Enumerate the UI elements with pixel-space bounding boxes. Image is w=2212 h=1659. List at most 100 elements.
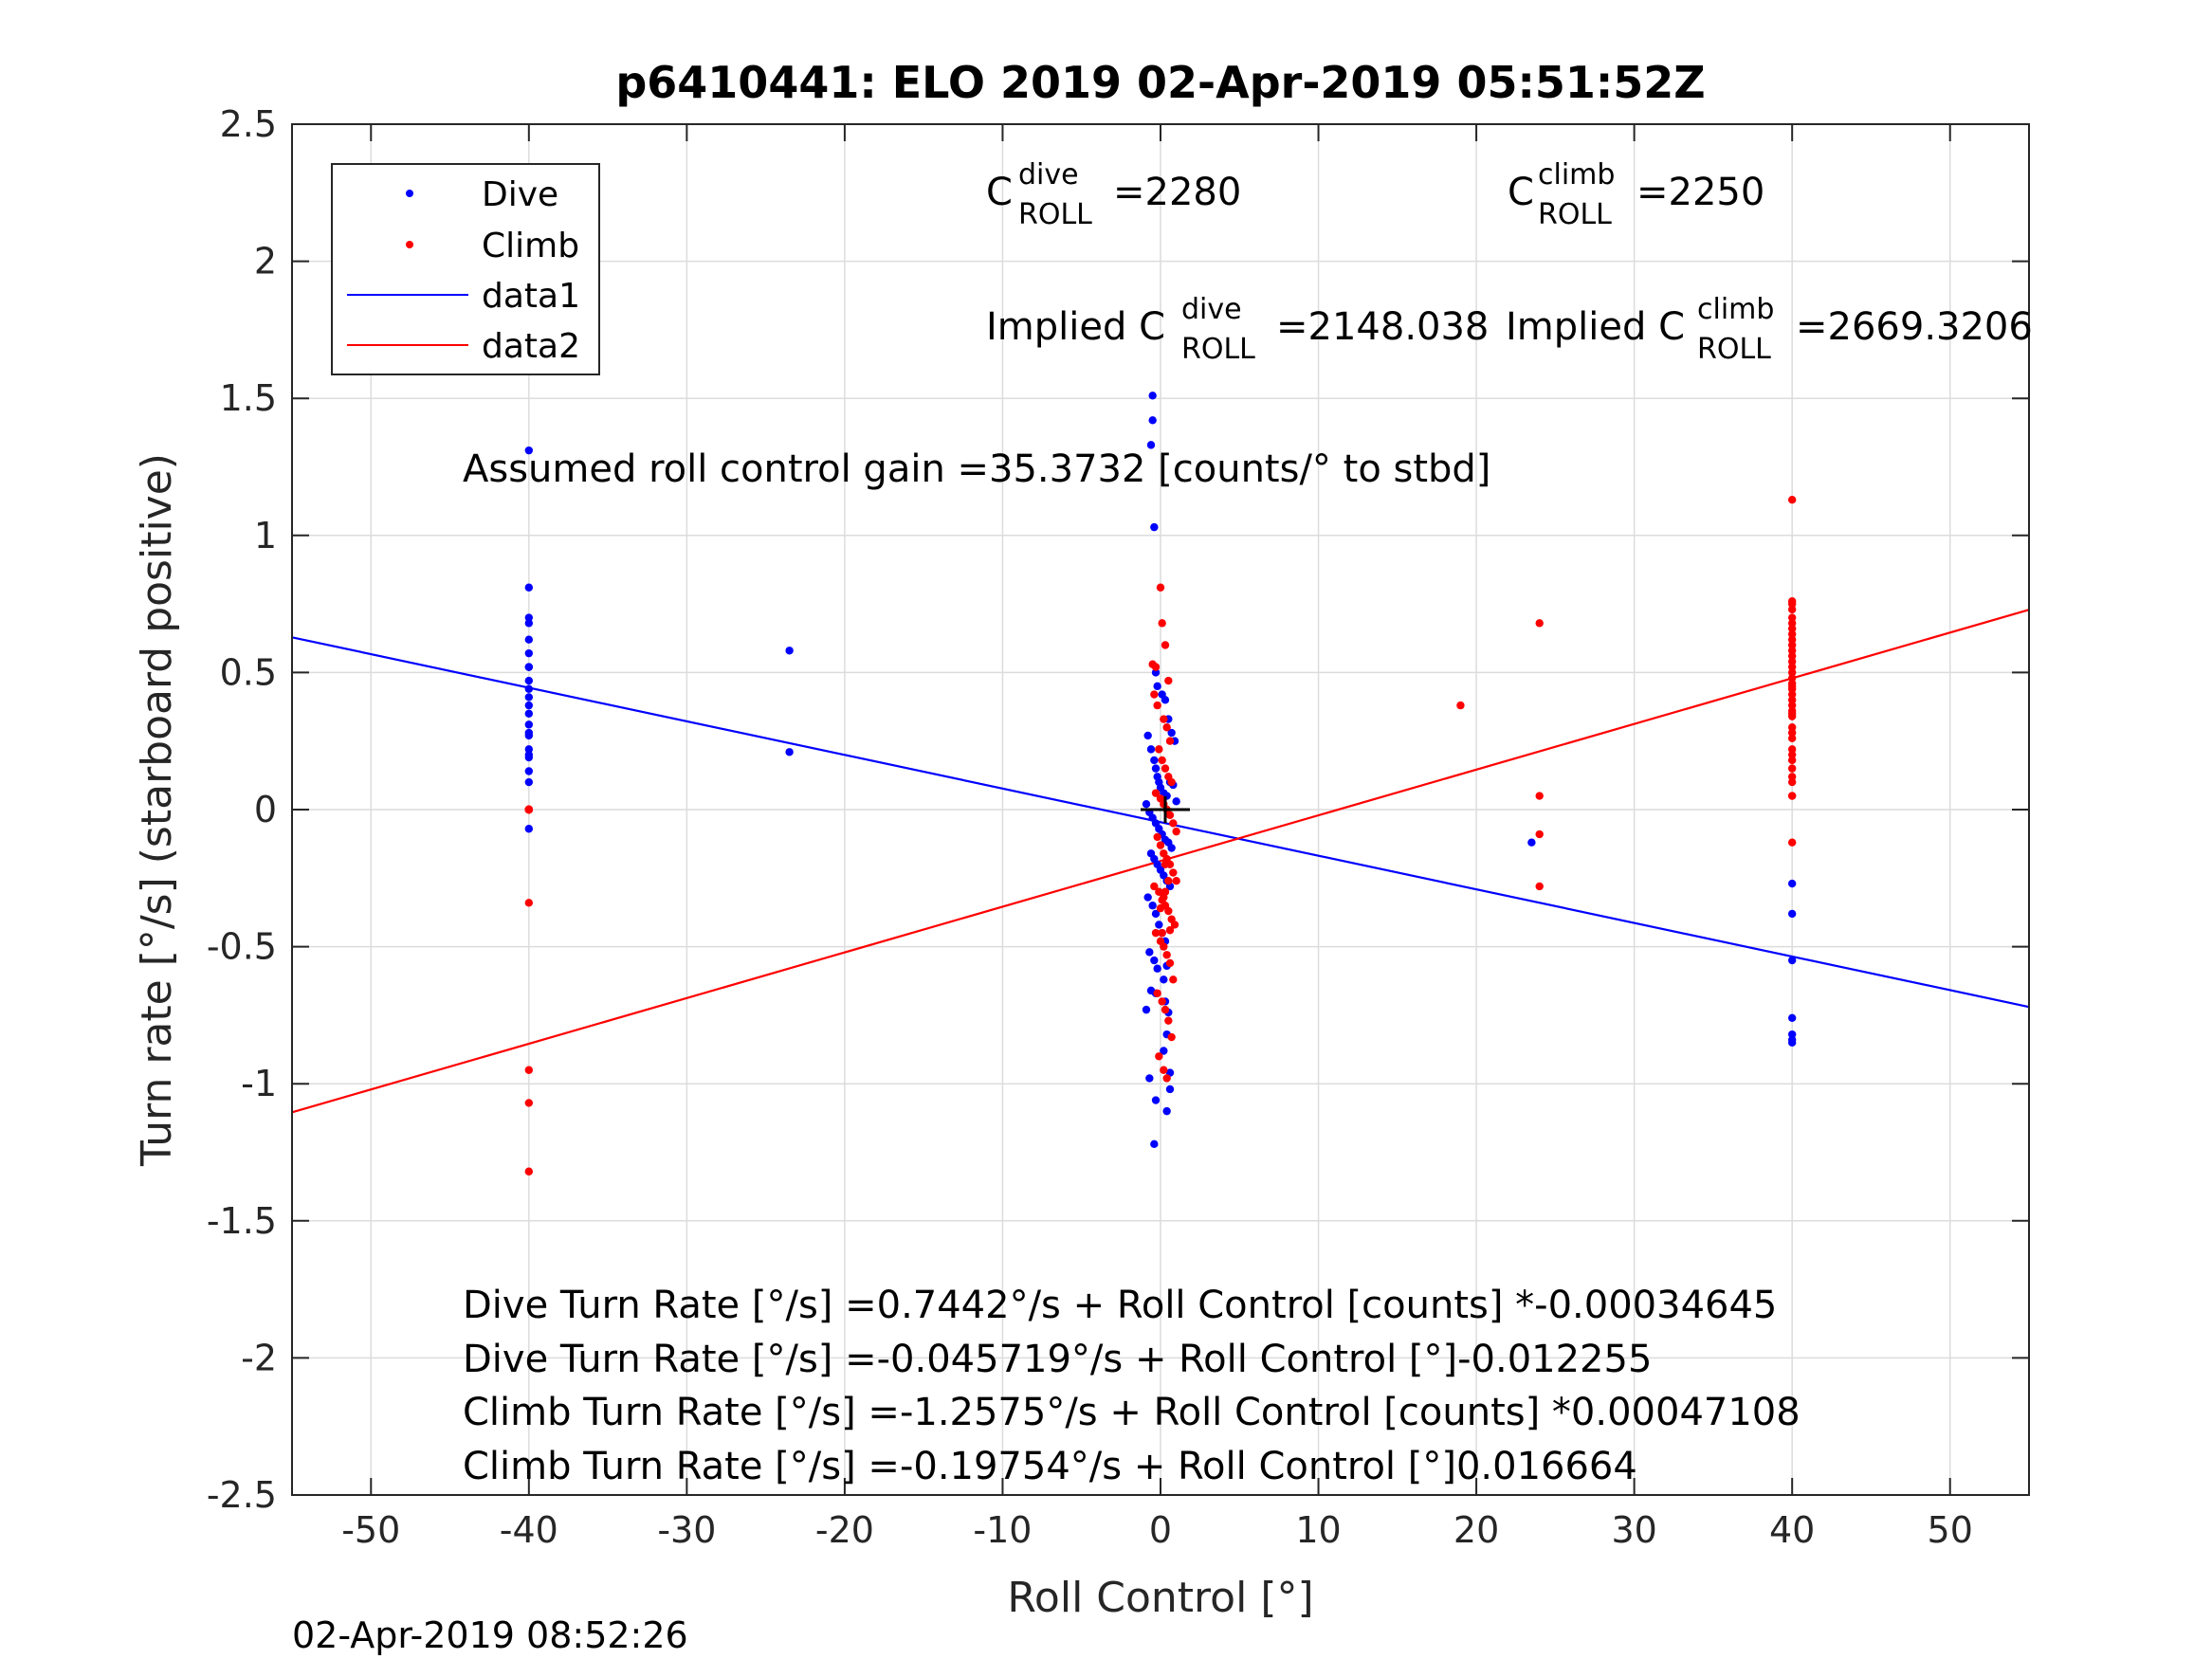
climb-point xyxy=(1787,663,1797,671)
y-tick-label: 2 xyxy=(254,241,277,283)
climb-point xyxy=(1162,951,1171,959)
climb-point xyxy=(1150,882,1159,891)
climb-point xyxy=(1787,651,1797,661)
climb-point xyxy=(1169,819,1178,828)
legend-dive-marker xyxy=(406,190,413,197)
dive-point xyxy=(524,613,534,622)
climb-point xyxy=(1787,619,1797,628)
dive-point xyxy=(1153,964,1161,973)
climb-point xyxy=(1164,906,1173,916)
climb-point xyxy=(524,805,534,814)
climb-point xyxy=(1172,827,1180,836)
climb-point xyxy=(1167,1032,1176,1042)
dive-point xyxy=(1150,956,1159,965)
climb-point xyxy=(1150,690,1159,699)
climb-point xyxy=(1165,811,1175,819)
dive-point xyxy=(524,583,534,592)
dive-point xyxy=(1148,902,1157,910)
legend-climb: Climb xyxy=(482,227,579,265)
y-tick-label: -2 xyxy=(241,1337,277,1378)
x-tick-label: -50 xyxy=(341,1509,400,1551)
climb-point xyxy=(1162,1074,1171,1083)
dive-point xyxy=(1165,1085,1175,1094)
climb-point xyxy=(1160,1066,1168,1074)
dive-point xyxy=(1787,1030,1797,1039)
climb-point xyxy=(1158,756,1166,765)
climb-point xyxy=(1456,701,1465,710)
dive-point xyxy=(1153,682,1161,691)
x-axis-label: Roll Control [°] xyxy=(1007,1574,1313,1622)
climb-point xyxy=(524,1167,534,1176)
climb-point xyxy=(1787,745,1797,754)
chart-title: p6410441: ELO 2019 02-Apr-2019 05:51:52Z xyxy=(615,57,1705,108)
climb-point xyxy=(1158,619,1166,628)
legend: Dive Climb data1 data2 xyxy=(331,163,600,375)
dive-point xyxy=(1787,1013,1797,1022)
dive-point xyxy=(1787,1038,1797,1048)
zero-marker xyxy=(1140,796,1190,823)
implied-climb-value: =2669.3206 xyxy=(1796,305,2033,349)
climb-point xyxy=(1787,838,1797,847)
dive-point xyxy=(1151,764,1161,773)
dive-point xyxy=(1150,756,1159,765)
dive-point xyxy=(1145,1074,1154,1083)
dive-point xyxy=(785,647,794,655)
dive-point xyxy=(524,693,534,702)
c-climb-sup: climb xyxy=(1538,158,1615,191)
climb-point xyxy=(1787,635,1797,644)
dive-point xyxy=(1148,416,1157,425)
y-tick-label: -1.5 xyxy=(207,1200,277,1242)
climb-point xyxy=(1787,673,1797,683)
implied-dive-sub: ROLL xyxy=(1181,333,1255,366)
x-tick-label: -30 xyxy=(657,1509,716,1551)
dive-point xyxy=(524,753,534,762)
implied-climb-sub: ROLL xyxy=(1697,333,1771,366)
climb-point xyxy=(1161,641,1170,649)
climb-point xyxy=(1535,792,1544,800)
dive-point xyxy=(1787,956,1797,965)
climb-point xyxy=(1787,792,1797,800)
climb-point xyxy=(1787,723,1797,732)
climb-point xyxy=(1535,882,1544,891)
y-tick-label: -0.5 xyxy=(207,926,277,968)
climb-point xyxy=(1787,728,1797,738)
implied-dive-label: Implied C xyxy=(986,305,1165,349)
dive-point xyxy=(524,684,534,693)
dive-point xyxy=(1167,844,1176,852)
climb-point xyxy=(1787,764,1797,773)
dive-point xyxy=(524,676,534,685)
dive-point xyxy=(524,635,534,644)
axis-ticks: -50 -40 -30 -20 -10 0 10 20 30 40 50-2.5-2-1.5-1-0… xyxy=(207,103,2029,1551)
climb-point xyxy=(1787,496,1797,504)
climb-point xyxy=(1787,777,1797,787)
x-tick-label: 50 xyxy=(1928,1509,1973,1551)
climb-point xyxy=(1169,975,1178,984)
climb-point xyxy=(1169,868,1178,877)
climb-point xyxy=(1151,663,1161,671)
implied-dive-value: =2148.038 xyxy=(1276,305,1489,349)
climb-point xyxy=(1151,928,1161,938)
climb-point xyxy=(1160,942,1168,951)
legend-data1: data1 xyxy=(482,277,580,316)
y-tick-label: -1 xyxy=(241,1063,277,1104)
climb-point xyxy=(1161,764,1170,773)
dive-point xyxy=(1151,668,1161,677)
dive-point xyxy=(1161,696,1170,704)
climb-point xyxy=(1160,715,1168,723)
dive-point xyxy=(1787,909,1797,919)
dive-point xyxy=(524,709,534,718)
dive-point xyxy=(1145,948,1154,957)
climb-point xyxy=(1787,599,1797,609)
dive-point xyxy=(524,777,534,787)
y-tick-label: 1 xyxy=(254,515,277,556)
dive-point xyxy=(1162,1106,1171,1116)
dive-point xyxy=(1148,392,1157,400)
equation-3: Climb Turn Rate [°/s] =-1.2575°/s + Roll… xyxy=(463,1391,1801,1434)
c-dive-label: C xyxy=(986,171,1013,214)
climb-point xyxy=(1787,701,1797,710)
climb-point xyxy=(1155,1052,1163,1061)
dive-point xyxy=(1146,441,1156,449)
data-points xyxy=(524,392,1797,1176)
climb-point xyxy=(1787,690,1797,699)
